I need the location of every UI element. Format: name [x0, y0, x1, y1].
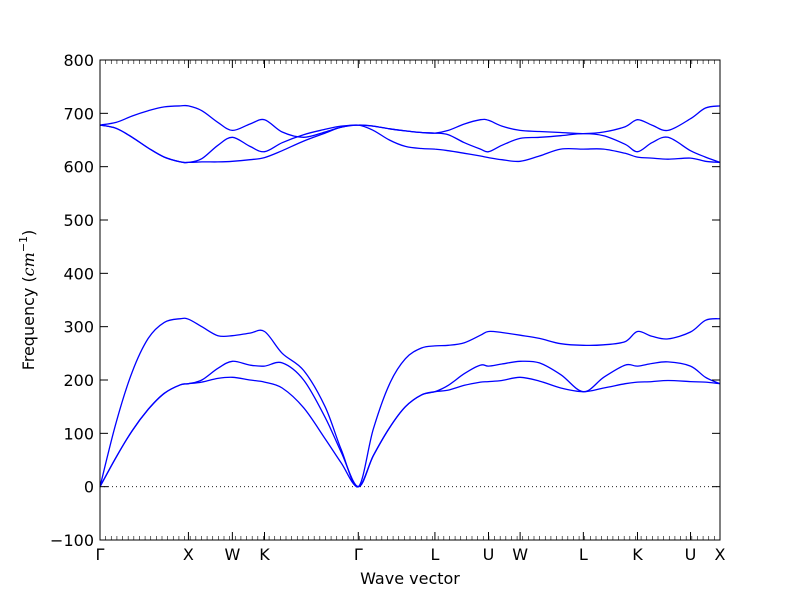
x-tick-label-6: L — [430, 545, 439, 564]
band-line-3 — [99, 317, 721, 488]
x-tick-label-2: X — [183, 545, 194, 564]
y-tick-label: 100 — [63, 424, 94, 443]
y-tick-label: 500 — [63, 211, 94, 230]
y-tick-label: 300 — [63, 318, 94, 337]
y-axis-label-prefix: Frequency ( — [19, 276, 38, 370]
x-tick-label-8: W — [512, 545, 528, 564]
x-tick-label-10: K — [632, 545, 643, 564]
x-tick-label-7: U — [483, 545, 495, 564]
y-tick-label: 400 — [63, 264, 94, 283]
x-tick-label-4: K — [259, 545, 270, 564]
dispersion-series — [99, 104, 721, 488]
band-line-2 — [99, 360, 721, 488]
y-tick-labels: −100 0 100 200 300 400 500 600 700 800 — [50, 51, 94, 550]
y-tick-label: 600 — [63, 158, 94, 177]
band-line-6 — [99, 104, 721, 138]
y-axis-label-suffix: ) — [19, 230, 38, 236]
x-tick-label-1: Γ — [96, 545, 105, 564]
x-tick-label-5: Γ — [354, 545, 363, 564]
x-tick-label-11: U — [685, 545, 697, 564]
x-tick-label-9: L — [579, 545, 588, 564]
x-tick-label-12: X — [715, 545, 726, 564]
y-tick-label: 0 — [84, 478, 94, 497]
y-axis-label-exponent: −1 — [17, 236, 30, 252]
plot-frame — [99, 59, 721, 541]
x-axis-label: Wave vector — [360, 569, 460, 588]
y-tick-label: −100 — [50, 531, 94, 550]
minor-ticks — [105, 60, 715, 540]
y-tick-label: 200 — [63, 371, 94, 390]
y-tick-label: 800 — [63, 51, 94, 70]
y-axis-label-unit: cm — [19, 252, 38, 276]
x-tick-label-3: W — [224, 545, 240, 564]
y-axis-label: Frequency (cm−1) — [17, 230, 38, 371]
y-tick-label: 700 — [63, 104, 94, 123]
